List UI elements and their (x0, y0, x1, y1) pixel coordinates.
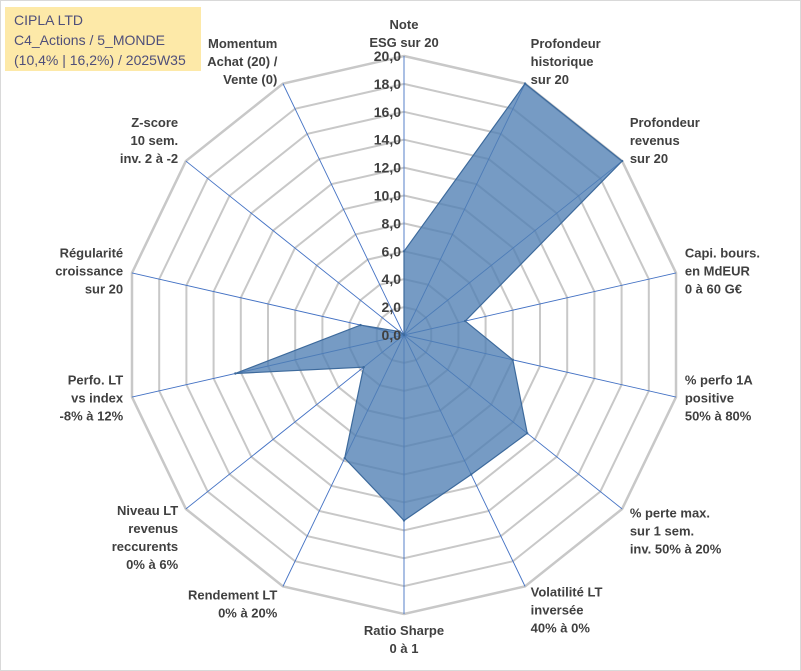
tick-label: 8,0 (382, 215, 402, 231)
axis-spoke (282, 83, 405, 336)
data-point (234, 372, 237, 375)
tick-label: 20,0 (374, 48, 401, 64)
tick-label: 4,0 (382, 271, 402, 287)
data-point (402, 250, 406, 253)
category-label: Profondeur revenus sur 20 (630, 115, 700, 166)
chart-title-category: C4_Actions / 5_MONDE (14, 32, 165, 48)
category-label: Niveau LT revenus reccurents 0% à 6% (112, 503, 179, 572)
axis-spoke (131, 272, 405, 336)
data-point (620, 159, 624, 163)
category-label: % perte max. sur 1 sem. inv. 50% à 20% (630, 506, 722, 557)
tick-label: 0,0 (382, 327, 402, 343)
category-label: Régularité croissance sur 20 (55, 246, 123, 297)
radar-series (234, 82, 624, 522)
category-label: Momentum Achat (20) / Vente (0) (207, 36, 277, 87)
data-point (464, 319, 467, 323)
data-point (398, 330, 401, 333)
data-point (511, 358, 515, 362)
radar-category-labels: Note ESG sur 20 Profondeur historique sur 20… (55, 17, 760, 656)
tick-label: 18,0 (374, 76, 401, 92)
tick-label: 2,0 (382, 299, 402, 315)
category-label: Ratio Sharpe 0 à 1 (364, 623, 444, 656)
tick-label: 6,0 (382, 243, 402, 259)
radar-tick-labels: 0,0 2,0 4,0 6,0 8,0 10,0 12,0 14,0 16,0 18,0 20,0 (374, 48, 401, 343)
tick-label: 16,0 (374, 104, 401, 120)
category-label: Capi. bours. en MdEUR 0 à 60 G€ (685, 246, 760, 297)
chart-title-period: (10,4% | 16,2%) / 2025W35 (14, 52, 186, 68)
category-label: Z-score 10 sem. inv. 2 à -2 (120, 115, 178, 166)
category-label: Perfo. LT vs index -8% à 12% (60, 372, 124, 423)
chart-title-box: CIPLA LTD C4_Actions / 5_MONDE (10,4% | … (5, 7, 201, 71)
data-point (523, 82, 527, 85)
category-label: % perfo 1A positive 50% à 80% (685, 372, 754, 423)
data-point (343, 456, 346, 460)
category-label: Profondeur historique sur 20 (531, 36, 601, 87)
category-label: Rendement LT 0% à 20% (188, 587, 278, 620)
chart-title-company: CIPLA LTD (14, 12, 83, 28)
data-point (362, 365, 365, 369)
category-label: Volatilité LT inversée 40% à 0% (531, 585, 603, 636)
category-label: Note ESG sur 20 (369, 17, 438, 50)
tick-label: 14,0 (374, 132, 401, 148)
data-point (359, 323, 362, 327)
tick-label: 12,0 (374, 160, 401, 176)
tick-label: 10,0 (374, 188, 401, 204)
data-point (469, 473, 473, 476)
data-point (402, 519, 406, 522)
axis-spoke (185, 160, 405, 336)
data-point (526, 432, 529, 435)
data-point (402, 333, 406, 337)
